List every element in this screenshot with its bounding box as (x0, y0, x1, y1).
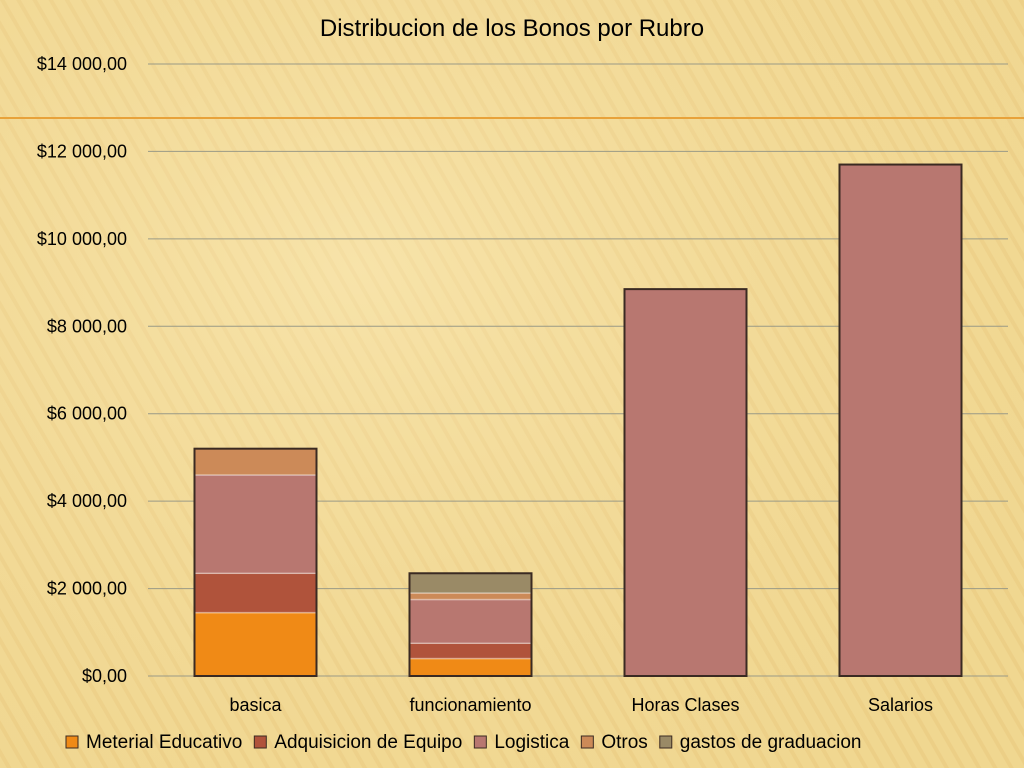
y-tick-label: $14 000,00 (37, 54, 127, 74)
bar-segment (408, 657, 533, 677)
x-axis-categories: basica funcionamiento Horas Clases Salarios (229, 695, 933, 715)
y-tick-label: $12 000,00 (37, 141, 127, 161)
y-tick-label: $2 000,00 (47, 579, 127, 599)
bar-stack (838, 163, 963, 678)
bar-stack (408, 572, 533, 677)
bar-outline (838, 163, 963, 678)
bar-segment (408, 598, 533, 644)
y-tick-label: $10 000,00 (37, 229, 127, 249)
y-tick-label: $8 000,00 (47, 316, 127, 336)
bar-stack (623, 288, 748, 677)
x-category-label: Horas Clases (631, 695, 739, 715)
legend-label: gastos de graduacion (680, 732, 862, 753)
bar-segment (193, 611, 318, 677)
bar-segment (408, 592, 533, 601)
bar-segment (408, 572, 533, 594)
bar-segment (193, 572, 318, 614)
x-category-label: basica (229, 695, 282, 715)
legend-item: gastos de graduacion (659, 732, 862, 753)
legend-item: Meterial Educativo (65, 732, 242, 753)
legend-item: Logistica (473, 732, 570, 753)
legend-swatch (473, 735, 487, 749)
bar-segment (193, 447, 318, 476)
y-tick-label: $6 000,00 (47, 404, 127, 424)
bar-stack (193, 447, 318, 677)
legend-item: Otros (580, 732, 648, 753)
bar-outline (408, 572, 533, 677)
x-category-label: Salarios (868, 695, 933, 715)
legend-label: Otros (601, 732, 647, 753)
bar-segment (408, 642, 533, 660)
chart-title: Distribucion de los Bonos por Rubro (320, 15, 704, 42)
y-tick-label: $0,00 (82, 666, 127, 686)
bar-segment (193, 474, 318, 575)
legend-label: Meterial Educativo (86, 732, 242, 753)
bars (193, 163, 963, 678)
y-tick-label: $4 000,00 (47, 491, 127, 511)
bar-outline (623, 288, 748, 677)
x-category-label: funcionamiento (409, 695, 531, 715)
legend-swatch (65, 735, 79, 749)
legend-item: Adquisicion de Equipo (253, 732, 462, 753)
legend-swatch (253, 735, 267, 749)
legend-swatch (580, 735, 594, 749)
legend-swatch (659, 735, 673, 749)
bar-outline (193, 447, 318, 677)
bar-segment (623, 288, 748, 677)
legend: Meterial Educativo Adquisicion de Equipo L… (65, 732, 862, 753)
legend-label: Adquisicion de Equipo (274, 732, 462, 753)
y-axis-ticks: $0,00 $2 000,00 $4 000,00 $6 000,00 $8 000,0… (37, 54, 127, 686)
legend-label: Logistica (494, 732, 569, 753)
bar-segment (838, 163, 963, 677)
